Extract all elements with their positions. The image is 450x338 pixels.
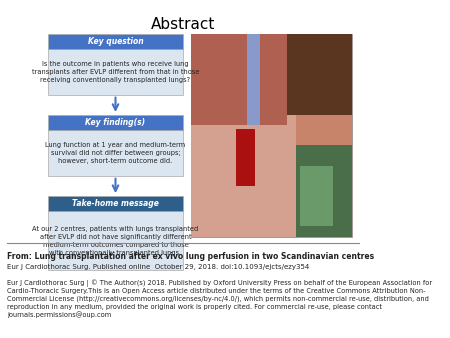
FancyBboxPatch shape xyxy=(247,34,260,125)
Text: Is the outcome in patients who receive lung
transplants after EVLP different fro: Is the outcome in patients who receive l… xyxy=(32,61,199,83)
Text: At our 2 centres, patients with lungs transplanted
after EVLP did not have signi: At our 2 centres, patients with lungs tr… xyxy=(32,226,198,256)
FancyBboxPatch shape xyxy=(48,49,183,95)
FancyBboxPatch shape xyxy=(48,196,183,211)
Text: Eur J Cardiothorac Surg. Published online  October 29, 2018. doi:10.1093/ejcts/e: Eur J Cardiothorac Surg. Published onlin… xyxy=(7,264,310,270)
FancyBboxPatch shape xyxy=(236,129,255,186)
FancyBboxPatch shape xyxy=(300,166,333,226)
FancyBboxPatch shape xyxy=(48,34,183,49)
FancyBboxPatch shape xyxy=(288,34,352,115)
Text: Key question: Key question xyxy=(88,37,143,46)
FancyBboxPatch shape xyxy=(296,145,352,237)
Text: Key finding(s): Key finding(s) xyxy=(86,118,145,127)
FancyBboxPatch shape xyxy=(48,211,183,270)
Text: Lung function at 1 year and medium-term
survival did not differ between groups;
: Lung function at 1 year and medium-term … xyxy=(45,142,185,164)
Text: Take-home message: Take-home message xyxy=(72,199,159,208)
FancyBboxPatch shape xyxy=(191,105,296,237)
FancyBboxPatch shape xyxy=(191,34,352,237)
FancyBboxPatch shape xyxy=(48,115,183,130)
Text: Abstract: Abstract xyxy=(151,17,216,32)
FancyBboxPatch shape xyxy=(48,130,183,176)
Text: From: Lung transplantation after ex vivo lung perfusion in two Scandinavian cent: From: Lung transplantation after ex vivo… xyxy=(7,252,374,261)
Text: Eur J Cardiothorac Surg | © The Author(s) 2018. Published by Oxford University P: Eur J Cardiothorac Surg | © The Author(s… xyxy=(7,279,432,318)
FancyBboxPatch shape xyxy=(191,34,288,125)
